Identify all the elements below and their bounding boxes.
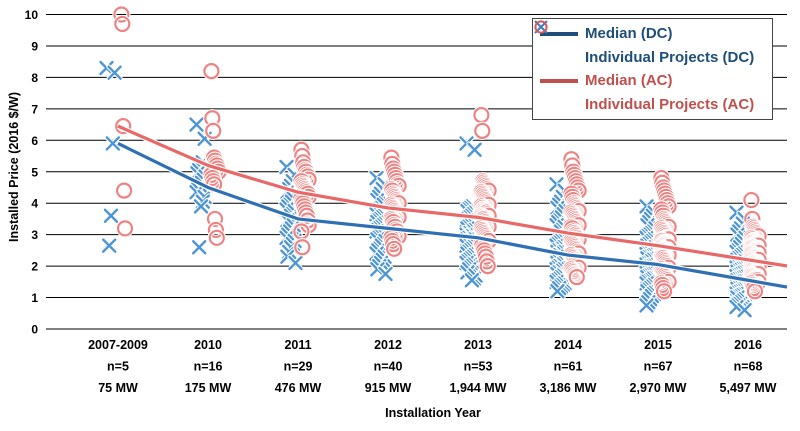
y-tick-label: 3	[31, 228, 38, 242]
legend-item-median-ac: Median (AC)	[533, 69, 772, 93]
y-tick-label: 10	[25, 8, 39, 22]
x-category-label: 2016	[734, 338, 762, 352]
x-category-label: 915 MW	[365, 381, 412, 395]
x-category-label: n=40	[374, 360, 403, 374]
legend-label: Individual Projects (AC)	[585, 95, 755, 113]
x-category-label: 2015	[644, 338, 672, 352]
legend-label: Median (DC)	[585, 25, 673, 43]
y-axis-title: Installed Price (2016 $/W)	[7, 91, 21, 243]
median-dc-line-swatch	[533, 32, 585, 36]
legend-item-individual-dc: Individual Projects (DC)	[533, 20, 772, 70]
y-tick-label: 4	[31, 197, 38, 211]
y-tick-label: 6	[31, 134, 38, 148]
legend-label: Median (AC)	[585, 72, 673, 90]
legend-item-median-dc: Median (DC)	[533, 22, 772, 46]
x-category-label: 75 MW	[98, 381, 138, 395]
x-category-label: n=61	[554, 360, 583, 374]
x-category-label: 2007-2009	[88, 338, 148, 352]
y-tick-label: 9	[31, 39, 38, 53]
y-tick-label: 8	[31, 71, 38, 85]
x-category-label: 5,497 MW	[720, 381, 777, 395]
legend-item-individual-ac: Individual Projects (AC)	[533, 20, 772, 117]
x-category-label: 2010	[194, 338, 222, 352]
median-ac-line	[116, 123, 788, 269]
x-category-label: n=53	[464, 360, 493, 374]
legend: Median (DC) Individual Projects (DC) Med…	[532, 18, 773, 120]
x-category-label: 2012	[374, 338, 402, 352]
y-tick-label: 1	[31, 291, 38, 305]
x-category-label: n=29	[284, 360, 313, 374]
y-tick-label: 7	[31, 102, 38, 116]
x-category-label: 2014	[554, 338, 582, 352]
x-category-label: 2013	[464, 338, 492, 352]
x-category-label: 2,970 MW	[630, 381, 687, 395]
x-category-label: 3,186 MW	[540, 381, 597, 395]
x-category-label: 1,944 MW	[450, 381, 507, 395]
y-tick-label: 0	[31, 323, 38, 337]
x-category-label: 175 MW	[185, 381, 232, 395]
y-tick-labels: 0 1 2 3 4 5 6 7 8 9 10	[25, 8, 39, 337]
median-dc-line	[116, 140, 788, 290]
median-ac-line-swatch	[533, 79, 585, 83]
x-category-label: n=67	[644, 360, 673, 374]
x-category-label: 2011	[284, 338, 311, 352]
x-category-labels: 2007-2009 n=5 75 MW 2010 n=16 175 MW 2011 n=29 4…	[88, 338, 777, 395]
x-category-label: 476 MW	[275, 381, 322, 395]
x-axis-title: Installation Year	[385, 406, 481, 420]
x-category-label: n=5	[107, 360, 129, 374]
x-category-label: n=68	[734, 360, 763, 374]
legend-label: Individual Projects (DC)	[585, 48, 755, 66]
y-tick-label: 5	[31, 165, 38, 179]
y-tick-label: 2	[31, 260, 38, 274]
x-category-label: n=16	[194, 360, 223, 374]
